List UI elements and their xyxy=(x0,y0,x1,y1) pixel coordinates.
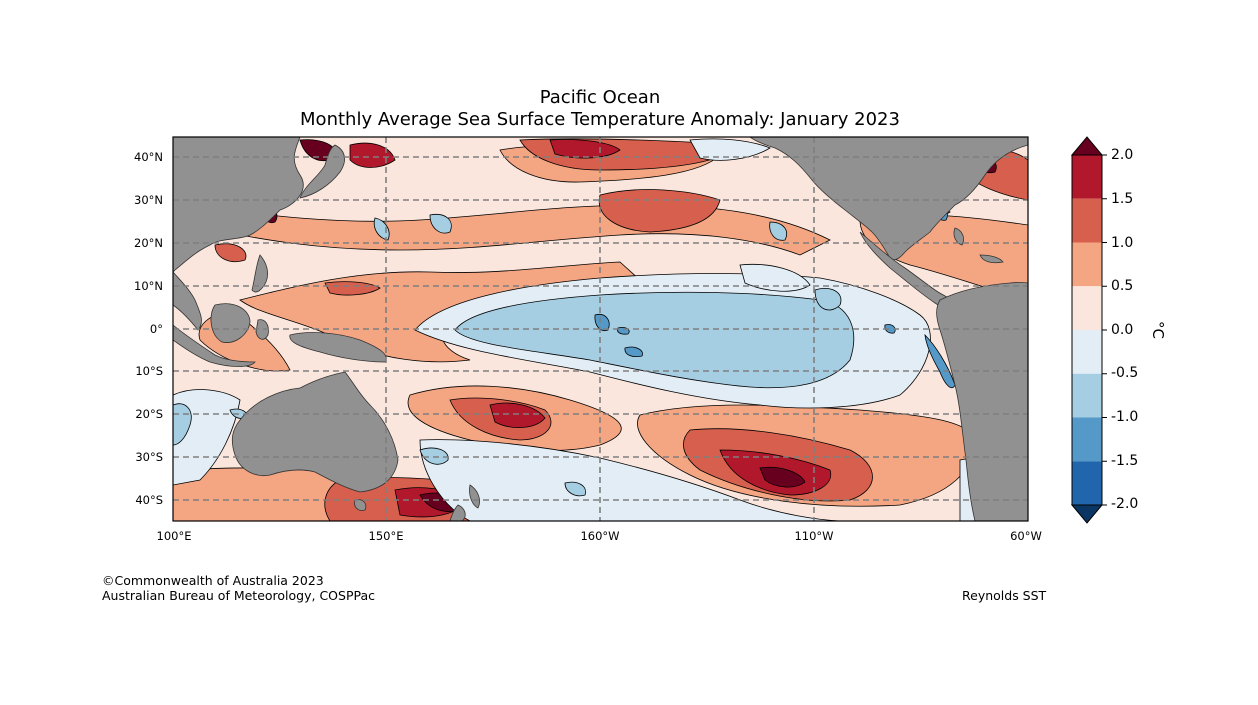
colorbar-tick-label: -0.5 xyxy=(1111,365,1138,381)
colorbar-segment xyxy=(1072,330,1102,374)
agency-text: Australian Bureau of Meteorology, COSPPa… xyxy=(102,588,375,603)
map-area xyxy=(173,137,1028,521)
lon-label: 100°E xyxy=(157,529,192,543)
colorbar-segment xyxy=(1072,373,1102,418)
colorbar-segment xyxy=(1072,286,1102,330)
colorbar xyxy=(1070,136,1107,524)
lat-label: 20°S xyxy=(135,407,163,421)
lon-label: 60°W xyxy=(1010,529,1042,543)
lon-label: 160°W xyxy=(580,529,619,543)
anomaly-cool-moderate xyxy=(173,213,854,497)
lat-label: 40°S xyxy=(135,493,163,507)
colorbar-segment xyxy=(1072,242,1102,287)
colorbar-segment xyxy=(1072,417,1102,462)
lon-label: 150°E xyxy=(369,529,404,543)
lat-label: 10°S xyxy=(135,364,163,378)
colorbar-extend-top xyxy=(1070,136,1104,156)
map-frame xyxy=(172,136,1029,522)
colorbar-tick-label: -1.5 xyxy=(1111,453,1138,469)
data-source-text: Reynolds SST xyxy=(962,588,1047,603)
land-masses xyxy=(173,137,1028,521)
colorbar-tick-label: 0.5 xyxy=(1111,278,1133,294)
colorbar-tick-label: 1.5 xyxy=(1111,191,1133,207)
graticule xyxy=(173,137,1028,521)
colorbar-tick-label: 0.0 xyxy=(1111,322,1133,338)
colorbar-tick-labels: 2.0 1.5 1.0 0.5 0.0 -0.5 -1.0 -1.5 -2.0 xyxy=(1111,147,1138,512)
colorbar-tick-label: 2.0 xyxy=(1111,147,1133,163)
copyright-text: ©Commonwealth of Australia 2023 xyxy=(102,573,324,588)
colorbar-unit: °C xyxy=(1149,321,1167,339)
lat-label: 10°N xyxy=(134,279,163,293)
lon-label: 110°W xyxy=(794,529,833,543)
lat-labels: 40°N 30°N 20°N 10°N 0° 10°S 20°S 30°S 40… xyxy=(134,150,163,507)
lat-label: 30°N xyxy=(134,193,163,207)
lat-label: 40°N xyxy=(134,150,163,164)
lat-label: 0° xyxy=(150,322,163,336)
colorbar-tick-label: 1.0 xyxy=(1111,235,1133,251)
colorbar-tick-label: -1.0 xyxy=(1111,409,1138,425)
colorbar-segment xyxy=(1072,198,1102,243)
colorbar-segment xyxy=(1072,461,1102,505)
map-subtitle: Monthly Average Sea Surface Temperature … xyxy=(300,109,900,130)
lat-label: 30°S xyxy=(135,450,163,464)
lon-labels: 100°E 150°E 160°W 110°W 60°W xyxy=(157,529,1042,543)
colorbar-tick-label: -2.0 xyxy=(1111,496,1138,512)
colorbar-segment xyxy=(1072,155,1102,199)
colorbar-extend-bottom xyxy=(1070,504,1104,524)
lat-label: 20°N xyxy=(134,236,163,250)
map-title: Pacific Ocean xyxy=(539,87,661,108)
